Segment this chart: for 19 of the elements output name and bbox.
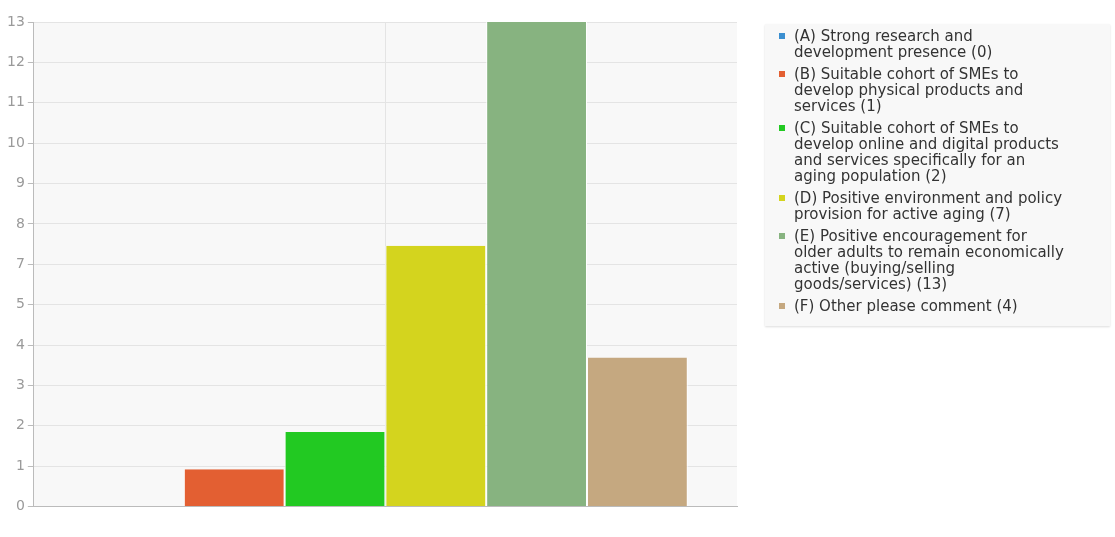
y-tick-label: 9: [15, 174, 25, 191]
y-tick-label: 5: [15, 295, 25, 312]
y-tick-label: 2: [15, 416, 25, 433]
y-tick-label: 1: [15, 456, 25, 473]
y-tick-label: 8: [15, 214, 25, 231]
legend-label: (E) Positive encouragement for older adults to remain economically active (buying/selling goods/services) (13): [794, 227, 1064, 293]
legend-label: (D) Positive environment and policy provision for active aging (7): [794, 189, 1064, 223]
legend-label: (F) Other please comment (4): [794, 297, 1019, 315]
y-tick-label: 10: [6, 133, 25, 150]
y-tick-label: 12: [6, 53, 25, 70]
y-tick-label: 7: [15, 254, 25, 271]
legend-label: (B) Suitable cohort of SMEs to develop physical products and services (1): [794, 65, 1025, 115]
legend-label: (C) Suitable cohort of SMEs to develop online and digital products and services specifically for an aging population (2): [794, 119, 1060, 185]
legend-label: (A) Strong research and development presence (0): [794, 27, 994, 61]
y-tick-label: 13: [6, 12, 25, 29]
y-tick-label: 3: [15, 376, 25, 393]
y-tick-label: 4: [15, 335, 25, 352]
y-tick-label: 0: [15, 497, 25, 514]
y-tick-label: 11: [6, 93, 25, 110]
